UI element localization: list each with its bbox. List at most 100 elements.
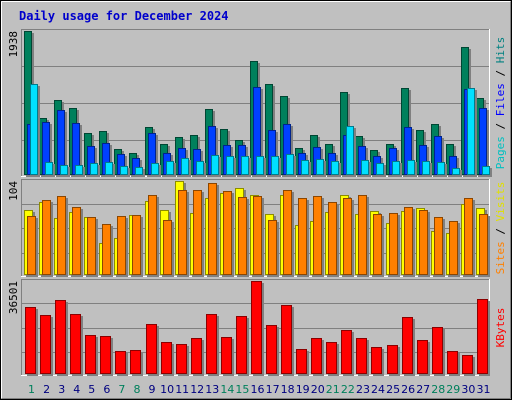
bar-pages-day-16 [256,156,264,175]
bar-pages-day-27 [422,161,430,175]
y-axis-max-label: 104 [7,181,20,201]
day-label-14: 14 [220,383,234,396]
bar-pages-day-19 [301,160,309,175]
bar-pages-day-10 [166,161,174,175]
bar-sites-day-7 [117,216,126,275]
legend-segment: Pages [494,136,507,169]
bar-pages-day-1 [30,84,38,175]
bar-pages-day-3 [60,165,68,175]
day-axis-labels: 1 2 3 4 5 6 7 8 9 10 11 12 13 14 15 16 17 18 19 20 21 22 23 24 2… [28,383,491,396]
bar-kbytes-day-19 [296,349,307,374]
bar-files-day-3 [57,110,65,175]
bar-kbytes-day-22 [341,330,352,374]
bar-sites-day-6 [102,224,111,275]
day-label-17: 17 [266,383,280,396]
legend-segment: / [494,63,507,83]
bar-sites-day-20 [313,196,322,275]
bar-kbytes-day-27 [417,340,428,374]
bar-sites-day-18 [283,190,292,275]
bar-pages-day-24 [376,163,384,175]
bar-sites-day-21 [328,202,337,275]
bar-sites-day-31 [479,214,488,275]
day-label-31: 31 [477,383,491,396]
bar-sites-day-23 [358,195,367,275]
bar-pages-day-20 [316,159,324,175]
bar-pages-day-7 [120,166,128,175]
day-label-15: 15 [235,383,249,396]
bar-sites-day-24 [373,214,382,275]
day-label-10: 10 [160,383,174,396]
bar-kbytes-day-17 [266,325,277,374]
bar-pages-day-18 [286,154,294,175]
day-label-8: 8 [134,383,141,396]
bar-kbytes-day-11 [176,344,187,374]
bar-sites-day-2 [42,200,51,275]
bar-sites-day-3 [57,196,66,275]
day-label-18: 18 [281,383,295,396]
bar-sites-day-26 [404,207,413,275]
panel-visits-sites: 104 Sites / Visits [7,179,507,277]
bar-kbytes-day-25 [387,345,398,374]
bar-pages-day-9 [151,163,159,175]
day-label-5: 5 [88,383,95,396]
day-label-16: 16 [251,383,265,396]
bar-sites-day-29 [449,221,458,275]
bar-pages-day-4 [75,165,83,175]
bar-kbytes-day-23 [356,338,367,374]
day-label-9: 9 [149,383,156,396]
series-pages [30,84,492,177]
day-label-19: 19 [296,383,310,396]
day-label-1: 1 [28,383,35,396]
bar-pages-day-13 [211,155,219,175]
bar-kbytes-day-7 [115,351,126,374]
day-label-26: 26 [401,383,415,396]
day-label-29: 29 [446,383,460,396]
bar-sites-day-25 [389,213,398,275]
bar-sites-day-8 [132,215,141,275]
bar-sites-day-27 [419,210,428,275]
day-label-11: 11 [175,383,189,396]
day-label-28: 28 [431,383,445,396]
series-legend-label: KBytes [494,308,507,348]
bar-pages-day-15 [241,156,249,175]
day-label-23: 23 [356,383,370,396]
day-label-27: 27 [416,383,430,396]
bar-pages-day-31 [482,166,490,175]
bar-kbytes-day-12 [191,338,202,374]
bar-sites-day-9 [148,195,157,275]
bar-pages-day-22 [346,126,354,175]
bar-sites-day-28 [434,217,443,275]
day-label-21: 21 [326,383,340,396]
bar-sites-day-13 [208,183,217,275]
day-label-30: 30 [461,383,475,396]
legend-segment: KBytes [494,308,507,348]
bar-kbytes-day-4 [70,314,81,374]
bar-kbytes-day-26 [402,317,413,374]
bar-pages-day-2 [45,162,53,175]
bar-pages-day-11 [181,158,189,175]
bar-kbytes-day-14 [221,337,232,374]
legend-segment: Visits [494,182,507,222]
bar-pages-day-17 [271,156,279,175]
y-axis-max-label: 1938 [7,31,20,58]
chart-title: Daily usage for December 2024 [19,9,229,23]
bar-sites-day-5 [87,217,96,275]
bar-sites-day-10 [163,220,172,275]
bar-kbytes-day-5 [85,335,96,374]
bar-kbytes-day-13 [206,314,217,374]
series-sites [27,183,490,277]
day-label-20: 20 [311,383,325,396]
bar-pages-day-21 [331,161,339,175]
day-label-22: 22 [341,383,355,396]
y-axis-max-label: 36501 [7,281,20,314]
bar-files-day-31 [479,108,487,175]
panel-hits-files-pages: 1938 Pages / Files / Hits [7,29,507,177]
bar-pages-day-5 [90,163,98,175]
bar-pages-day-14 [226,156,234,175]
day-label-4: 4 [73,383,80,396]
bar-pages-day-30 [467,88,475,175]
bar-sites-day-19 [298,198,307,275]
day-label-25: 25 [386,383,400,396]
bar-kbytes-day-31 [477,299,488,374]
